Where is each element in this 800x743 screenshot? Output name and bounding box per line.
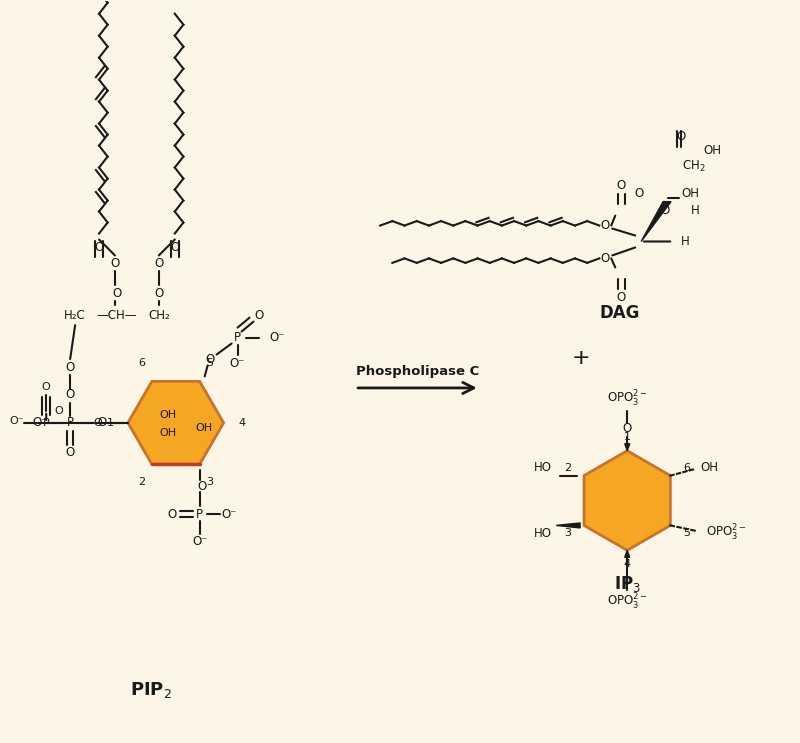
Text: 4: 4 — [238, 418, 245, 428]
Text: +: + — [572, 348, 590, 368]
Text: O: O — [55, 406, 63, 416]
Text: O: O — [601, 252, 610, 265]
Text: 6: 6 — [138, 358, 146, 369]
Text: 4: 4 — [624, 559, 630, 569]
Text: —CH—: —CH— — [97, 308, 138, 322]
Polygon shape — [128, 381, 224, 464]
Text: H: H — [681, 235, 690, 248]
Text: H: H — [690, 204, 699, 217]
Text: 3: 3 — [565, 528, 572, 539]
Text: O⁻: O⁻ — [270, 331, 285, 344]
Text: OH: OH — [700, 461, 718, 474]
Text: O: O — [634, 187, 644, 200]
Text: P: P — [234, 331, 241, 344]
Text: O: O — [255, 309, 264, 322]
Text: O: O — [170, 241, 179, 254]
Text: 6: 6 — [683, 463, 690, 473]
Text: 2: 2 — [565, 463, 572, 473]
Text: 2: 2 — [138, 477, 146, 487]
Text: OPO$_3^{2-}$: OPO$_3^{2-}$ — [607, 389, 647, 409]
Text: O⁻: O⁻ — [33, 416, 48, 429]
Text: H₂C: H₂C — [64, 308, 86, 322]
Polygon shape — [641, 201, 671, 241]
Text: OH: OH — [681, 187, 699, 200]
Text: 1: 1 — [106, 418, 114, 428]
Polygon shape — [584, 451, 670, 551]
Text: OH: OH — [159, 428, 176, 438]
Text: P: P — [196, 507, 203, 521]
Text: O: O — [676, 130, 686, 143]
Text: O: O — [98, 416, 106, 429]
Text: O: O — [617, 291, 626, 304]
Text: O: O — [94, 418, 102, 428]
Text: O: O — [66, 447, 74, 459]
Text: O: O — [66, 389, 74, 401]
Text: CH₂: CH₂ — [148, 308, 170, 322]
Text: HO: HO — [534, 527, 552, 540]
Polygon shape — [625, 551, 630, 557]
Text: O: O — [154, 257, 163, 270]
Text: O: O — [42, 382, 50, 392]
Text: 3: 3 — [206, 477, 213, 487]
Text: O: O — [601, 219, 610, 232]
Text: PIP$_2$: PIP$_2$ — [130, 680, 172, 700]
Text: 1: 1 — [624, 432, 630, 442]
Text: O: O — [167, 507, 177, 521]
Text: OPO$_3^{2-}$: OPO$_3^{2-}$ — [706, 523, 747, 543]
Text: O: O — [66, 360, 74, 374]
Text: 5: 5 — [683, 528, 690, 539]
Text: O⁻: O⁻ — [222, 507, 238, 521]
Text: O⁻: O⁻ — [230, 357, 246, 370]
Text: OH: OH — [159, 410, 176, 420]
Text: O: O — [110, 257, 120, 270]
Text: OPO$_3^{2-}$: OPO$_3^{2-}$ — [607, 592, 647, 612]
Text: O: O — [205, 353, 214, 366]
Text: O: O — [622, 422, 632, 435]
Text: O: O — [617, 179, 626, 192]
Text: O: O — [661, 204, 670, 217]
Text: O: O — [197, 480, 206, 493]
Text: CH$_2$: CH$_2$ — [682, 159, 706, 175]
Text: 5: 5 — [206, 358, 213, 369]
Text: P: P — [43, 418, 50, 428]
Polygon shape — [625, 444, 630, 451]
Text: OH: OH — [195, 423, 212, 432]
Text: IP$_3$: IP$_3$ — [614, 574, 641, 594]
Text: Phospholipase C: Phospholipase C — [356, 365, 479, 377]
Text: OH: OH — [703, 144, 721, 158]
Text: O⁻: O⁻ — [9, 416, 24, 426]
Text: HO: HO — [534, 461, 552, 474]
Text: P: P — [66, 416, 74, 429]
Text: O: O — [112, 287, 122, 299]
Text: O: O — [94, 241, 104, 254]
Text: O: O — [154, 287, 163, 299]
Polygon shape — [556, 523, 580, 528]
Text: DAG: DAG — [599, 304, 639, 322]
Text: O⁻: O⁻ — [192, 536, 207, 548]
